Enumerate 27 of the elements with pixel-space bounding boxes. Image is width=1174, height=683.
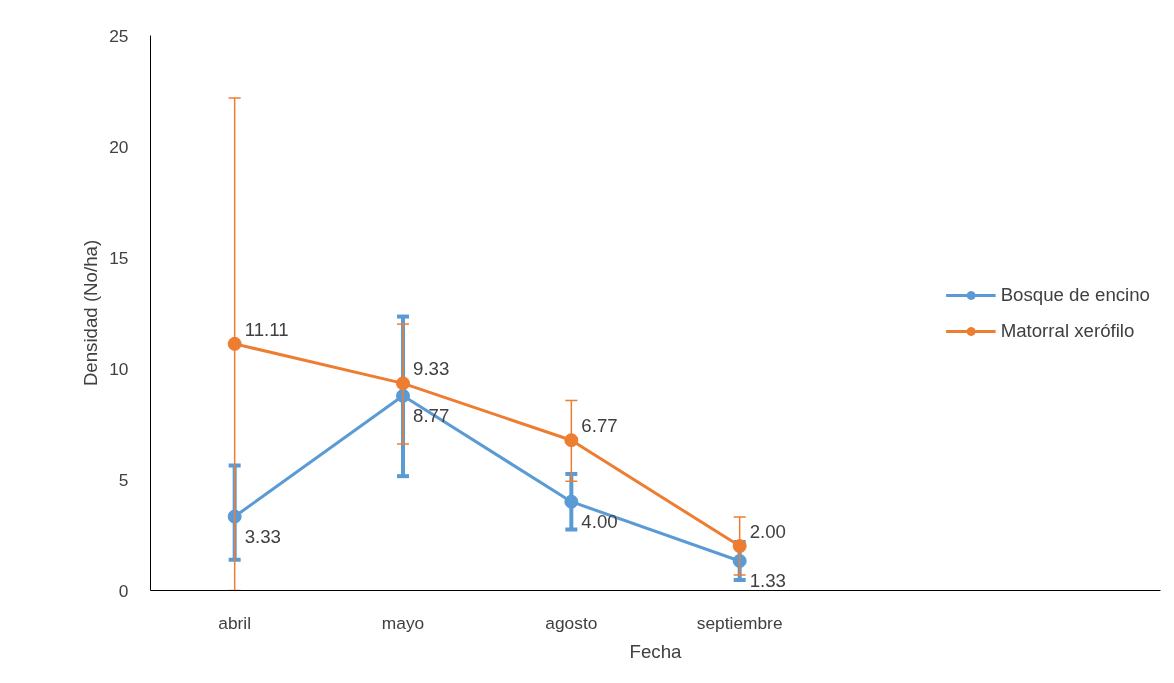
data-label: 6.77 <box>581 415 618 437</box>
point <box>396 376 410 391</box>
legend-label: Bosque de encino <box>1000 283 1150 306</box>
y-tick-label: 25 <box>109 25 129 46</box>
x-axis-title: Fecha <box>629 640 683 662</box>
legend-label: Matorral xerófilo <box>1000 319 1135 342</box>
x-tick-label: mayo <box>381 612 425 633</box>
y-axis-title: Densidad (No/ha) <box>80 239 102 387</box>
point <box>227 509 242 524</box>
data-label: 2.00 <box>749 521 786 543</box>
point <box>564 494 579 509</box>
data-label: 9.33 <box>413 358 450 380</box>
y-tick-label: 20 <box>109 136 129 157</box>
point <box>564 433 579 448</box>
y-tick-label: 0 <box>118 580 129 601</box>
data-label: 4.00 <box>581 510 618 532</box>
x-tick-label: agosto <box>545 612 598 633</box>
y-tick-label: 5 <box>118 469 129 490</box>
point <box>732 553 747 568</box>
y-tick-label: 15 <box>109 247 129 268</box>
x-tick-label: septiembre <box>696 612 783 633</box>
x-tick-label: abril <box>218 612 252 633</box>
point <box>227 336 242 351</box>
data-label: 3.33 <box>244 525 281 547</box>
y-tick-label: 10 <box>109 358 129 379</box>
data-label: 11.11 <box>244 318 289 340</box>
data-label: 1.33 <box>749 569 786 591</box>
